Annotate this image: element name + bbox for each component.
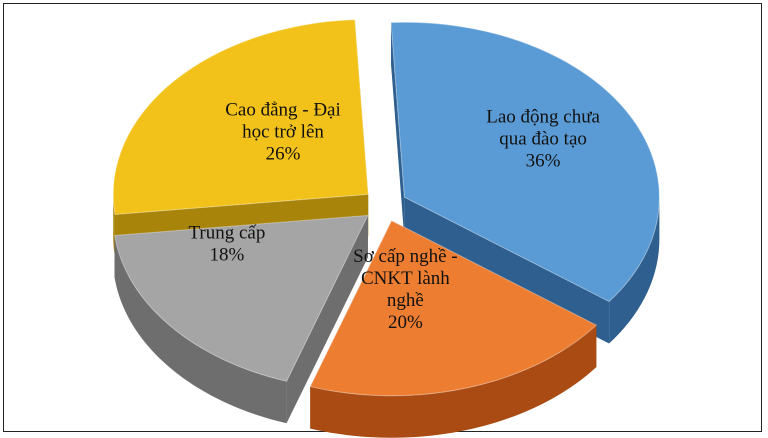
slice-label-line-1-0: Sơ cấp nghề - — [353, 246, 458, 267]
slice-percent-0: 36% — [526, 151, 561, 172]
pie-slice-top-0 — [390, 21, 660, 303]
pie-slice-top-1 — [309, 220, 598, 397]
pie-slice-2 — [114, 214, 369, 424]
slice-label-0: Lao động chưa qua đào tạo 36% — [486, 107, 600, 172]
pie-slice-wall-2-0 — [286, 215, 368, 424]
slice-label-line-1-2: nghề — [387, 290, 424, 311]
pie-slice-top-3 — [112, 19, 369, 215]
pie-slice-top-2 — [114, 214, 369, 382]
pie-slice-rim-2-0 — [114, 235, 287, 424]
slice-label-line-3-1: học trở lên — [242, 122, 324, 143]
slice-label-2: Trung cấp 18% — [188, 223, 265, 266]
slice-percent-3: 26% — [266, 144, 301, 165]
slice-label-line-0-1: qua đào tạo — [499, 129, 587, 150]
pie-slice-1 — [309, 220, 598, 438]
slice-label-line-2-0: Trung cấp — [188, 223, 265, 244]
slice-label-1: Sơ cấp nghề -CNKT lành nghề 20% — [353, 246, 458, 333]
slice-percent-2: 18% — [209, 245, 244, 266]
pie-slice-rim-3-0 — [113, 195, 115, 257]
slice-label-line-0-0: Lao động chưa — [486, 107, 600, 128]
slice-label-line-3-0: Cao đẳng - Đại — [225, 100, 341, 121]
slice-label-3: Cao đẳng - Đại học trở lên 26% — [225, 100, 341, 165]
slice-percent-1: 20% — [388, 312, 423, 333]
pie-slice-wall-0-0 — [391, 22, 405, 240]
pie-slice-rim-0-0 — [609, 196, 660, 344]
slice-label-line-1-1: CNKT lành — [361, 268, 450, 289]
pie-slice-rim-1-0 — [310, 325, 597, 438]
